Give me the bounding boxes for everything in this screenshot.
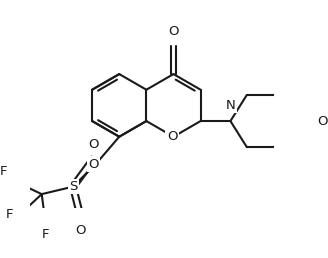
Text: F: F [42, 228, 49, 241]
Text: O: O [75, 224, 86, 237]
Text: F: F [6, 208, 13, 222]
Text: O: O [317, 115, 327, 127]
Text: O: O [168, 25, 179, 38]
Text: O: O [88, 158, 98, 171]
Text: O: O [167, 130, 177, 143]
Text: O: O [89, 138, 99, 151]
Text: F: F [0, 165, 8, 178]
Text: N: N [226, 99, 235, 112]
Text: S: S [69, 180, 77, 193]
